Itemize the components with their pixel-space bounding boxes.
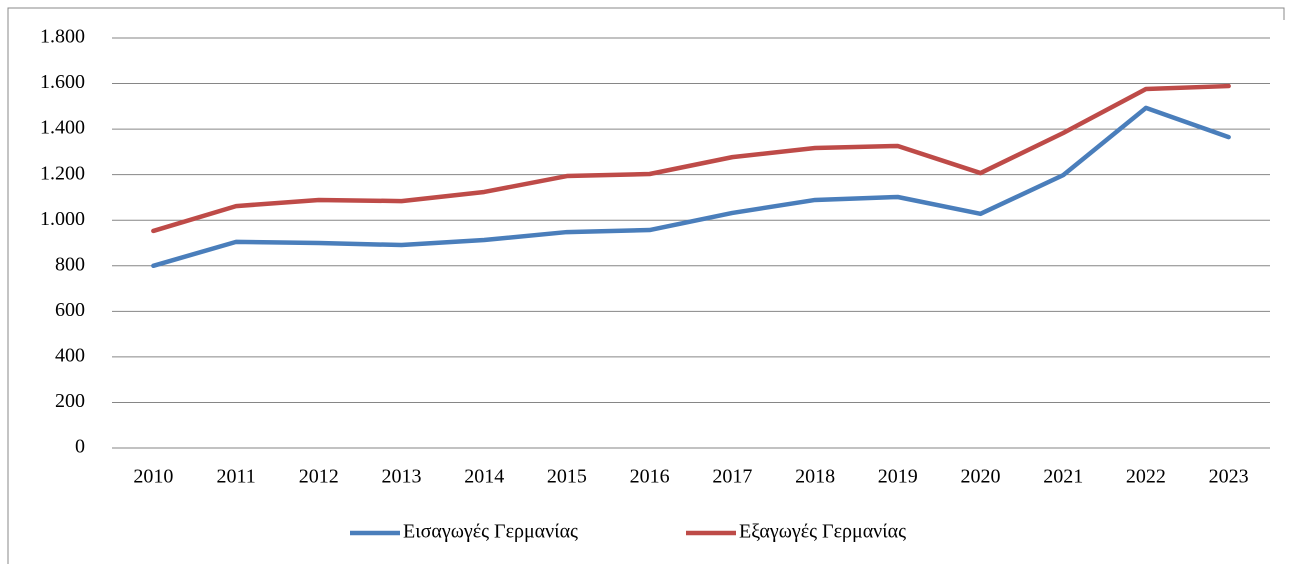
x-tick-label: 2017 — [712, 466, 752, 488]
x-tick-label: 2019 — [878, 466, 918, 488]
x-tick-label: 2023 — [1209, 466, 1249, 488]
x-tick-label: 2013 — [382, 466, 422, 488]
y-tick-label: 0 — [75, 436, 85, 458]
y-tick-label: 400 — [55, 344, 85, 366]
x-tick-label: 2021 — [1043, 466, 1083, 488]
data-line — [151, 83, 1231, 234]
y-tick-label: 1.800 — [40, 26, 85, 48]
y-tick-label: 1.000 — [40, 208, 85, 230]
x-tick-label: 2015 — [547, 466, 587, 488]
x-tick-label: 2016 — [630, 466, 670, 488]
y-tick-label: 1.200 — [40, 162, 85, 184]
y-tick-label: 1.400 — [40, 117, 85, 139]
y-tick-label: 800 — [55, 253, 85, 275]
x-tick-label: 2020 — [961, 466, 1001, 488]
x-tick-label: 2012 — [299, 466, 339, 488]
x-tick-label: 2018 — [795, 466, 835, 488]
y-tick-label: 600 — [55, 299, 85, 321]
data-line — [151, 105, 1231, 269]
x-tick-label: 2022 — [1126, 466, 1166, 488]
y-tick-label: 200 — [55, 390, 85, 412]
x-tick-label: 2010 — [133, 466, 173, 488]
y-tick-label: 1.600 — [40, 71, 85, 93]
x-tick-label: 2011 — [216, 466, 255, 488]
x-tick-label: 2014 — [464, 466, 504, 488]
legend-label: Εισαγωγές Γερμανίας — [403, 521, 578, 543]
chart-border — [7, 7, 1285, 564]
legend-label: Εξαγωγές Γερμανίας — [739, 521, 906, 543]
